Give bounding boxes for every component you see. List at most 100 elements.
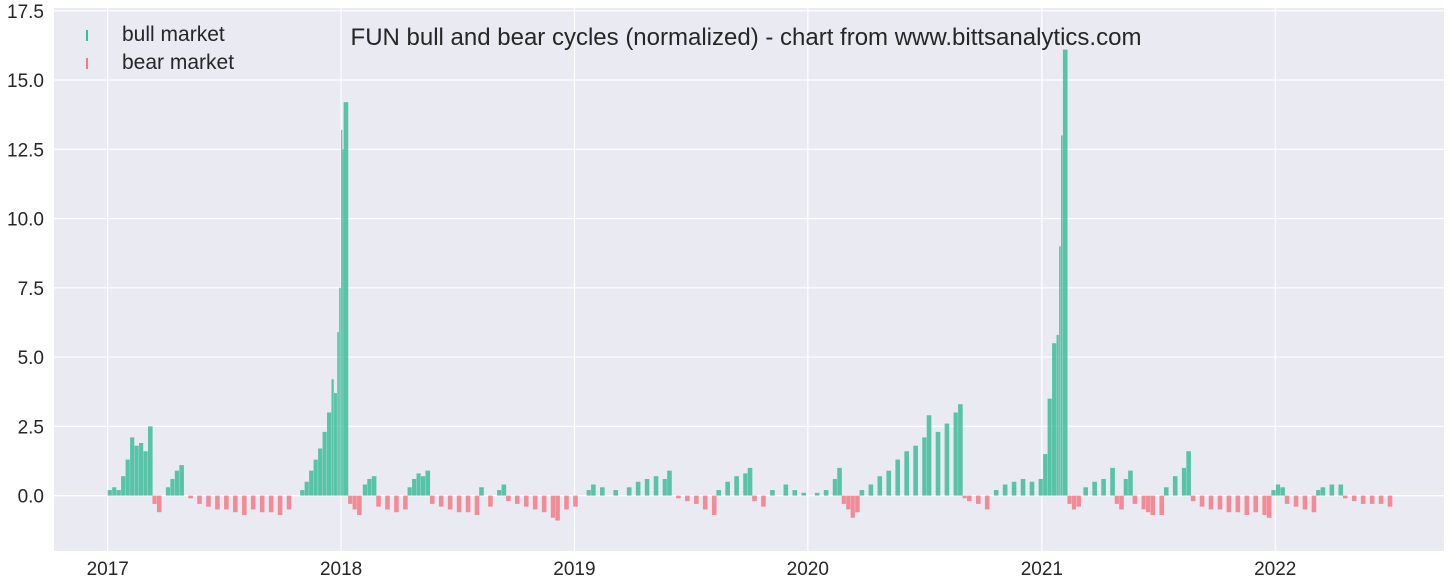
- bear-bar: [514, 495, 520, 504]
- bear-bar: [523, 495, 529, 507]
- bull-bar: [743, 473, 748, 496]
- bull-bar: [1011, 481, 1017, 496]
- y-tick-label: 17.5: [7, 2, 44, 23]
- y-tick-label: 0.0: [18, 487, 44, 508]
- x-tick-label: 2017: [87, 559, 129, 580]
- bear-bar: [564, 495, 569, 510]
- bear-bar: [685, 495, 690, 502]
- bear-bar: [1141, 495, 1146, 510]
- bull-bar: [134, 445, 139, 496]
- bear-bar: [1351, 495, 1357, 502]
- bull-bar: [343, 102, 349, 496]
- legend-label-bear: bear market: [122, 51, 234, 74]
- bull-bar: [309, 470, 314, 496]
- bull-bar: [367, 478, 372, 496]
- bear-bar: [711, 495, 717, 515]
- y-tick-label: 5.0: [18, 348, 44, 369]
- bear-bar: [967, 495, 972, 502]
- bear-bar: [1387, 495, 1393, 507]
- bull-bar: [318, 448, 323, 496]
- bear-bar: [1159, 495, 1165, 515]
- bear-bar: [555, 495, 560, 521]
- bear-bar: [286, 495, 292, 510]
- bear-bar: [152, 495, 157, 504]
- bear-bar: [1262, 495, 1267, 515]
- legend: bull market bear market: [86, 23, 234, 74]
- bear-bar: [532, 495, 538, 510]
- bear-bar: [855, 495, 860, 513]
- legend-marker-bear: [86, 58, 88, 69]
- bull-bar: [1338, 484, 1344, 496]
- bear-bar: [268, 495, 274, 513]
- bull-bar: [479, 487, 484, 496]
- bear-bar: [474, 495, 480, 515]
- bear-bar: [1284, 495, 1290, 504]
- bear-bar: [850, 495, 855, 518]
- bull-bar: [653, 476, 659, 496]
- bull-bar: [823, 490, 829, 496]
- bull-bar: [304, 481, 309, 496]
- bear-bar: [438, 495, 444, 507]
- bear-bar: [761, 495, 766, 507]
- bull-bar: [591, 484, 596, 496]
- bull-bar: [416, 473, 421, 496]
- bull-bar: [501, 484, 507, 496]
- bull-bar: [322, 431, 327, 496]
- y-tick-label: 15.0: [7, 71, 44, 92]
- bull-bar: [600, 487, 605, 496]
- bull-bar: [412, 478, 417, 496]
- bear-bar: [1235, 495, 1241, 513]
- bull-bar: [667, 470, 672, 496]
- bull-bar: [170, 478, 175, 496]
- y-tick-label: 2.5: [18, 417, 44, 438]
- bull-bar: [139, 442, 144, 496]
- bull-bar: [421, 476, 426, 496]
- bull-bar: [1020, 478, 1026, 496]
- bull-bar: [1128, 470, 1133, 496]
- y-tick-labels: 0.0 2.5 5.0 7.5 10.0 12.5 15.0 17.5: [7, 2, 44, 508]
- bear-bar: [694, 495, 699, 504]
- bear-bar: [1226, 495, 1232, 513]
- bull-bar: [953, 412, 958, 496]
- bear-bar: [1114, 495, 1119, 504]
- bull-bar: [116, 490, 121, 496]
- bear-bar: [206, 495, 211, 507]
- chart-title: FUN bull and bear cycles (normalized) - …: [351, 24, 1142, 51]
- bull-bar: [1186, 451, 1191, 496]
- bull-bar: [1275, 484, 1281, 496]
- x-tick-label: 2020: [787, 559, 829, 580]
- bear-bar: [1311, 495, 1317, 513]
- bear-bar: [277, 495, 283, 515]
- bear-bar: [975, 495, 981, 504]
- bear-bar: [357, 495, 362, 515]
- bear-bar: [506, 495, 511, 502]
- bull-bar: [1002, 484, 1008, 496]
- bear-bar: [550, 495, 555, 518]
- bull-bar: [1320, 487, 1326, 496]
- bear-bar: [259, 495, 265, 513]
- bear-bar: [429, 495, 435, 504]
- bear-bar: [1150, 495, 1156, 515]
- bull-bar: [1056, 334, 1059, 496]
- legend-marker-bull: [86, 30, 88, 41]
- bull-bar: [1271, 490, 1276, 496]
- bear-bar: [676, 495, 681, 499]
- bear-bar: [456, 495, 462, 513]
- bear-bar: [1119, 495, 1124, 510]
- bear-bar: [1199, 495, 1205, 507]
- bear-bar: [962, 495, 967, 499]
- bull-bar: [407, 487, 412, 496]
- bull-bar: [1181, 467, 1187, 496]
- bull-bar: [895, 459, 901, 496]
- bull-bar: [886, 470, 892, 496]
- bear-bar: [188, 495, 193, 499]
- bear-bar: [752, 495, 757, 502]
- bear-bar: [541, 495, 547, 513]
- bull-bar: [716, 490, 721, 496]
- bear-bar: [1132, 495, 1138, 504]
- bear-bar: [447, 495, 453, 510]
- bear-bar: [224, 495, 229, 510]
- bear-bar: [984, 495, 990, 510]
